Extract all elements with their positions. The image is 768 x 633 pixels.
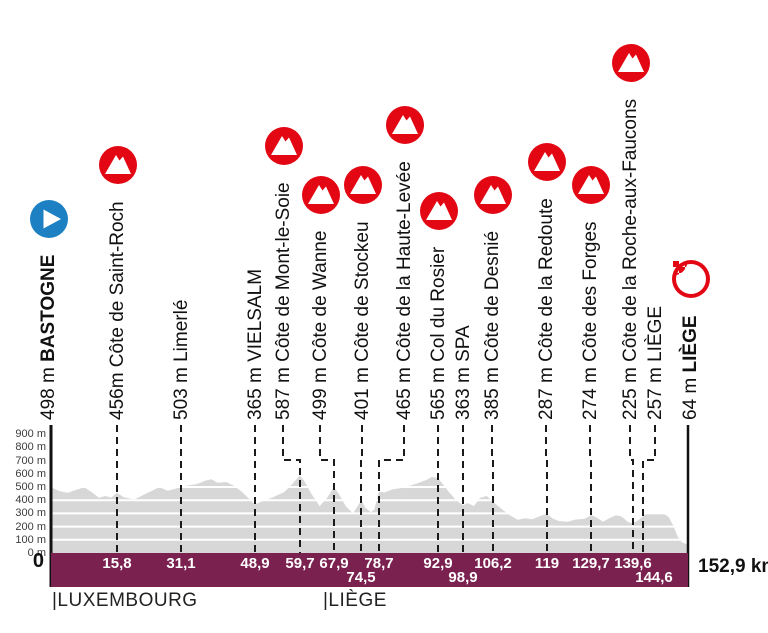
km-marker-label: 139,6 [614, 555, 652, 572]
elevation-tick: 900 m [15, 428, 46, 441]
km-marker-label: 48,9 [240, 555, 270, 572]
altitude-text: 456m [107, 372, 128, 420]
region-label: |LIÈGE [323, 590, 387, 611]
km-marker-label: 92,9 [423, 555, 453, 572]
place-name: Côte des Forges [580, 221, 601, 362]
km-marker-label: 31,1 [166, 555, 196, 572]
elevation-tick: 500 m [15, 481, 46, 493]
km-marker-label: 59,7 [285, 555, 315, 572]
altitude-text: 587 m [273, 367, 294, 420]
altitude-text: 401 m [352, 367, 373, 420]
elevation-tick: 200 m [15, 520, 46, 533]
mountain-climb-icon [417, 189, 461, 233]
mountain-climb-icon [383, 103, 427, 147]
place-name: Côte de la Redoute [536, 198, 557, 362]
km-marker-label: 67,9 [319, 555, 349, 572]
marker-line [378, 425, 405, 553]
climb-label-li-ge: 64 m LIÈGE [680, 315, 701, 420]
place-name: Côte de Wanne [310, 230, 331, 362]
altitude-text: 225 m [620, 367, 641, 420]
km-marker-label: 144,6 [635, 569, 673, 586]
altitude-text: 365 m [245, 367, 266, 420]
mountain-climb-icon [569, 163, 613, 207]
km-marker-label: 106,2 [474, 555, 512, 572]
mountain-climb-icon [299, 173, 343, 217]
climb-label-c-te-de-desni-: 385 m Côte de Desnié [482, 230, 503, 420]
place-name: LIÈGE [645, 305, 666, 362]
altitude-text: 503 m [171, 367, 192, 420]
mountain-climb-icon [471, 173, 515, 217]
altitude-text: 565 m [428, 367, 449, 420]
climb-label-c-te-de-saint-roch: 456m Côte de Saint-Roch [107, 201, 128, 420]
marker-line [545, 425, 548, 553]
climb-label-li-ge: 257 m LIÈGE [645, 305, 666, 420]
climb-label-vielsalm: 365 m VIELSALM [245, 268, 266, 420]
climb-label-c-te-de-la-redoute: 287 m Côte de la Redoute [536, 198, 557, 420]
climb-label-c-te-de-mont-le-soie: 587 m Côte de Mont-le-Soie [273, 182, 294, 420]
place-name: BASTOGNE [38, 254, 59, 362]
km-marker-label: 15,8 [102, 555, 132, 572]
place-name: VIELSALM [245, 268, 266, 362]
altitude-text: 274 m [580, 367, 601, 420]
place-name: SPA [453, 325, 474, 362]
region-label: |LUXEMBOURG [52, 590, 198, 611]
race-start-icon [27, 197, 71, 241]
place-name: Côte de Mont-le-Soie [273, 182, 294, 362]
km-marker-label: 119 [534, 555, 560, 572]
place-name: Côte de Desnié [482, 230, 503, 362]
place-name: Côte de Stockeu [352, 221, 373, 362]
climb-label-c-te-de-la-haute-lev-e: 465 m Côte de la Haute-Levée [394, 161, 415, 420]
total-distance-label: 152,9 km [698, 556, 768, 577]
climb-label-bastogne: 498 m BASTOGNE [38, 254, 59, 420]
elevation-tick: 700 m [15, 454, 46, 467]
place-name: Côte de la Haute-Levée [394, 161, 415, 362]
altitude-text: 385 m [482, 367, 503, 420]
place-name: Limerlé [171, 299, 192, 362]
climb-label-limerl-: 503 m Limerlé [171, 299, 192, 420]
place-name: Côte de Saint-Roch [107, 201, 128, 368]
start-km-label: 0 [32, 550, 44, 572]
elevation-tick: 100 m [15, 533, 46, 546]
elevation-tick: 800 m [15, 441, 46, 454]
place-name: Côte de la Roche-aux-Faucons [620, 98, 641, 362]
altitude-text: 64 m [680, 377, 701, 420]
mountain-climb-icon [525, 140, 569, 184]
marker-line [589, 425, 592, 553]
race-finish-icon [669, 257, 713, 301]
altitude-text: 465 m [394, 367, 415, 420]
elevation-tick: 400 m [15, 494, 46, 507]
mountain-climb-icon [96, 143, 140, 187]
km-marker-label: 129,7 [572, 555, 610, 572]
marker-line [319, 425, 335, 553]
mountain-climb-icon [609, 41, 653, 85]
place-name: LIÈGE [680, 315, 701, 373]
elevation-tick: 0 m [27, 547, 46, 559]
place-name: Col du Rosier [428, 246, 449, 362]
km-marker-label: 74,5 [346, 569, 376, 586]
climb-label-c-te-de-stockeu: 401 m Côte de Stockeu [352, 221, 373, 420]
altitude-text: 499 m [310, 367, 331, 420]
marker-line [282, 425, 301, 553]
climb-label-c-te-de-la-roche-aux-faucons: 225 m Côte de la Roche-aux-Faucons [620, 98, 641, 420]
elevation-tick: 300 m [15, 507, 46, 520]
altitude-text: 498 m [38, 367, 59, 420]
mountain-climb-icon [341, 163, 385, 207]
km-marker-label: 98,9 [448, 569, 478, 586]
climb-label-spa: 363 m SPA [453, 325, 474, 420]
marker-line [629, 425, 634, 553]
altitude-text: 287 m [536, 367, 557, 420]
mountain-climb-icon [262, 124, 306, 168]
marker-line [491, 425, 494, 553]
altitude-text: 257 m [645, 367, 666, 420]
marker-line [642, 425, 656, 553]
marker-line [360, 425, 363, 553]
climb-label-col-du-rosier: 565 m Col du Rosier [428, 246, 449, 420]
altitude-text: 363 m [453, 367, 474, 420]
km-marker-label: 78,7 [364, 555, 394, 572]
distance-bar [51, 553, 688, 587]
climb-label-c-te-de-wanne: 499 m Côte de Wanne [310, 230, 331, 420]
elevation-tick: 600 m [15, 467, 46, 480]
climb-label-c-te-des-forges: 274 m Côte des Forges [580, 221, 601, 420]
